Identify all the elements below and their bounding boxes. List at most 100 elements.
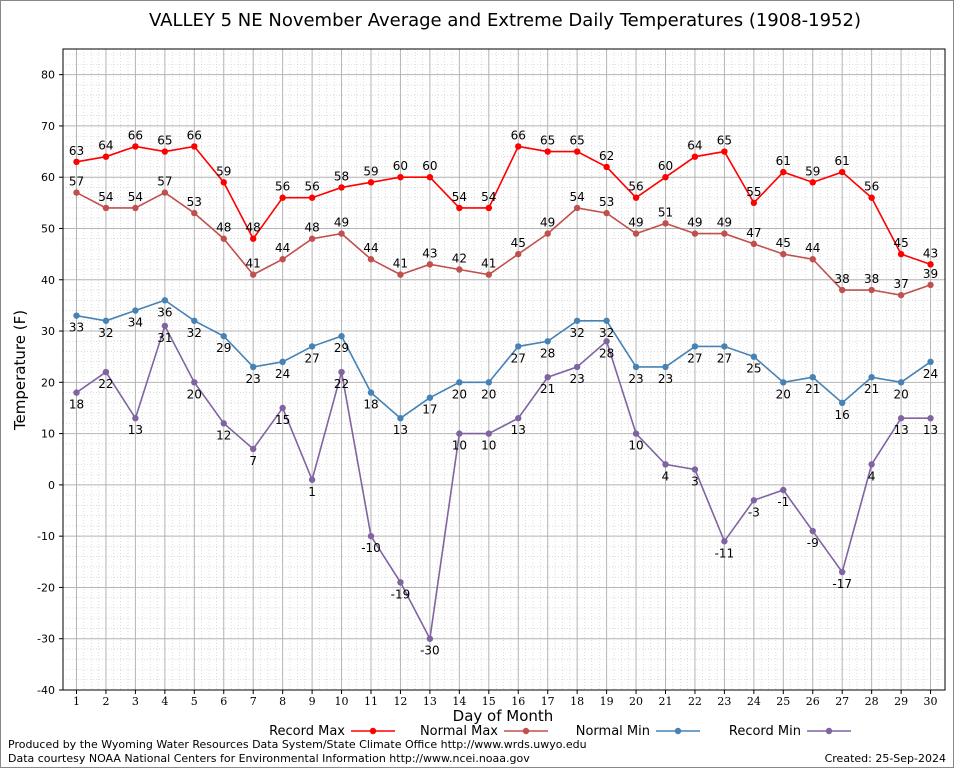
data-point [220,420,227,427]
data-point [544,230,551,237]
data-point [927,415,934,422]
data-point [456,266,463,273]
data-point [456,430,463,437]
data-point [367,256,375,263]
data-point [839,568,846,576]
data-label: 10 [481,439,496,453]
data-point [721,538,728,545]
data-label: 60 [658,159,673,173]
data-label: 23 [246,372,261,386]
x-tick-label: 24 [747,695,761,708]
y-axis-label: Temperature (F) [11,310,29,431]
series-normal-min: 33 32 34 36 32 29 23 24 27 29 18 13 17 20 20 27 28 32 32 23… [69,297,938,437]
data-label: 21 [864,382,879,396]
data-label: 38 [864,272,879,286]
data-label: 24 [275,367,290,381]
data-label: 18 [363,398,378,412]
data-point [191,209,198,217]
data-point [515,415,522,422]
data-label: 44 [805,241,820,255]
x-axis-label: Day of Month [453,707,554,725]
data-point [632,230,640,237]
data-label: 51 [658,205,673,219]
data-label: 37 [893,277,908,291]
data-label: 43 [422,246,437,260]
data-label: 13 [128,423,143,437]
data-point [73,312,80,319]
data-label: 49 [687,216,702,230]
x-tick-label: 13 [423,695,437,708]
data-point [102,204,110,212]
data-label: 32 [187,326,202,340]
data-label: 60 [393,159,408,173]
y-tick-label: 0 [48,479,55,492]
x-tick-label: 5 [191,695,198,708]
data-point [515,250,522,258]
data-point [191,379,198,386]
data-point [426,635,434,642]
data-label: 10 [452,439,467,453]
x-tick-label: 10 [335,695,349,708]
data-label: 53 [599,195,614,209]
data-label: -1 [777,495,789,509]
data-label: 4 [662,469,670,483]
y-tick-label: 50 [41,222,55,235]
x-tick-label: 23 [717,695,731,708]
data-label: 7 [249,454,257,468]
data-label: 15 [275,413,290,427]
data-point [220,235,227,242]
data-label: 48 [246,221,261,235]
data-label: 59 [216,164,231,178]
x-tick-label: 25 [776,695,790,708]
data-point [367,532,375,540]
data-label: -11 [715,546,735,560]
x-tick-label: 20 [629,695,643,708]
data-label: 23 [628,372,643,386]
data-label: 49 [540,216,555,230]
data-label: -9 [807,536,819,550]
data-label: 21 [805,382,820,396]
x-tick-label: 6 [220,695,227,708]
data-label: 54 [481,190,496,204]
legend-label: Record Min [729,724,801,739]
data-label: 41 [246,257,261,271]
data-label: 31 [157,331,172,345]
x-tick-label: 3 [132,695,139,708]
x-tick-label: 2 [102,695,109,708]
legend-item: Record Min [729,724,851,739]
x-tick-label: 22 [688,695,702,708]
series-record-max: 63 64 66 65 66 59 48 56 56 58 59 60 60 54 54 66 65 65 62 56… [69,128,938,268]
data-point [426,174,434,181]
data-point [809,373,816,381]
data-label: 65 [570,134,585,148]
data-point [73,158,80,166]
data-point [780,168,787,176]
data-label: 47 [746,226,761,240]
data-point [132,204,139,212]
data-point [397,174,404,181]
data-label: 22 [334,377,349,391]
data-label: 4 [868,469,876,483]
data-label: 20 [452,387,467,401]
data-point [161,322,169,330]
data-point [750,353,758,360]
data-point [927,358,934,366]
data-point [750,240,758,248]
data-point [279,404,286,412]
y-tick-label: -30 [37,633,55,646]
y-tick-label: 10 [41,428,55,441]
y-tick-label: 40 [41,274,55,287]
data-point [691,230,699,237]
data-point [544,148,551,155]
data-label: 45 [893,236,908,250]
data-point [750,199,758,207]
data-label: 23 [658,372,673,386]
data-label: 27 [511,351,526,365]
data-point [780,486,787,494]
data-point [308,343,316,350]
x-tick-label: 19 [600,695,614,708]
data-point [839,399,846,407]
data-label: 33 [69,321,84,335]
data-label: 66 [511,128,526,142]
data-point [573,148,581,155]
